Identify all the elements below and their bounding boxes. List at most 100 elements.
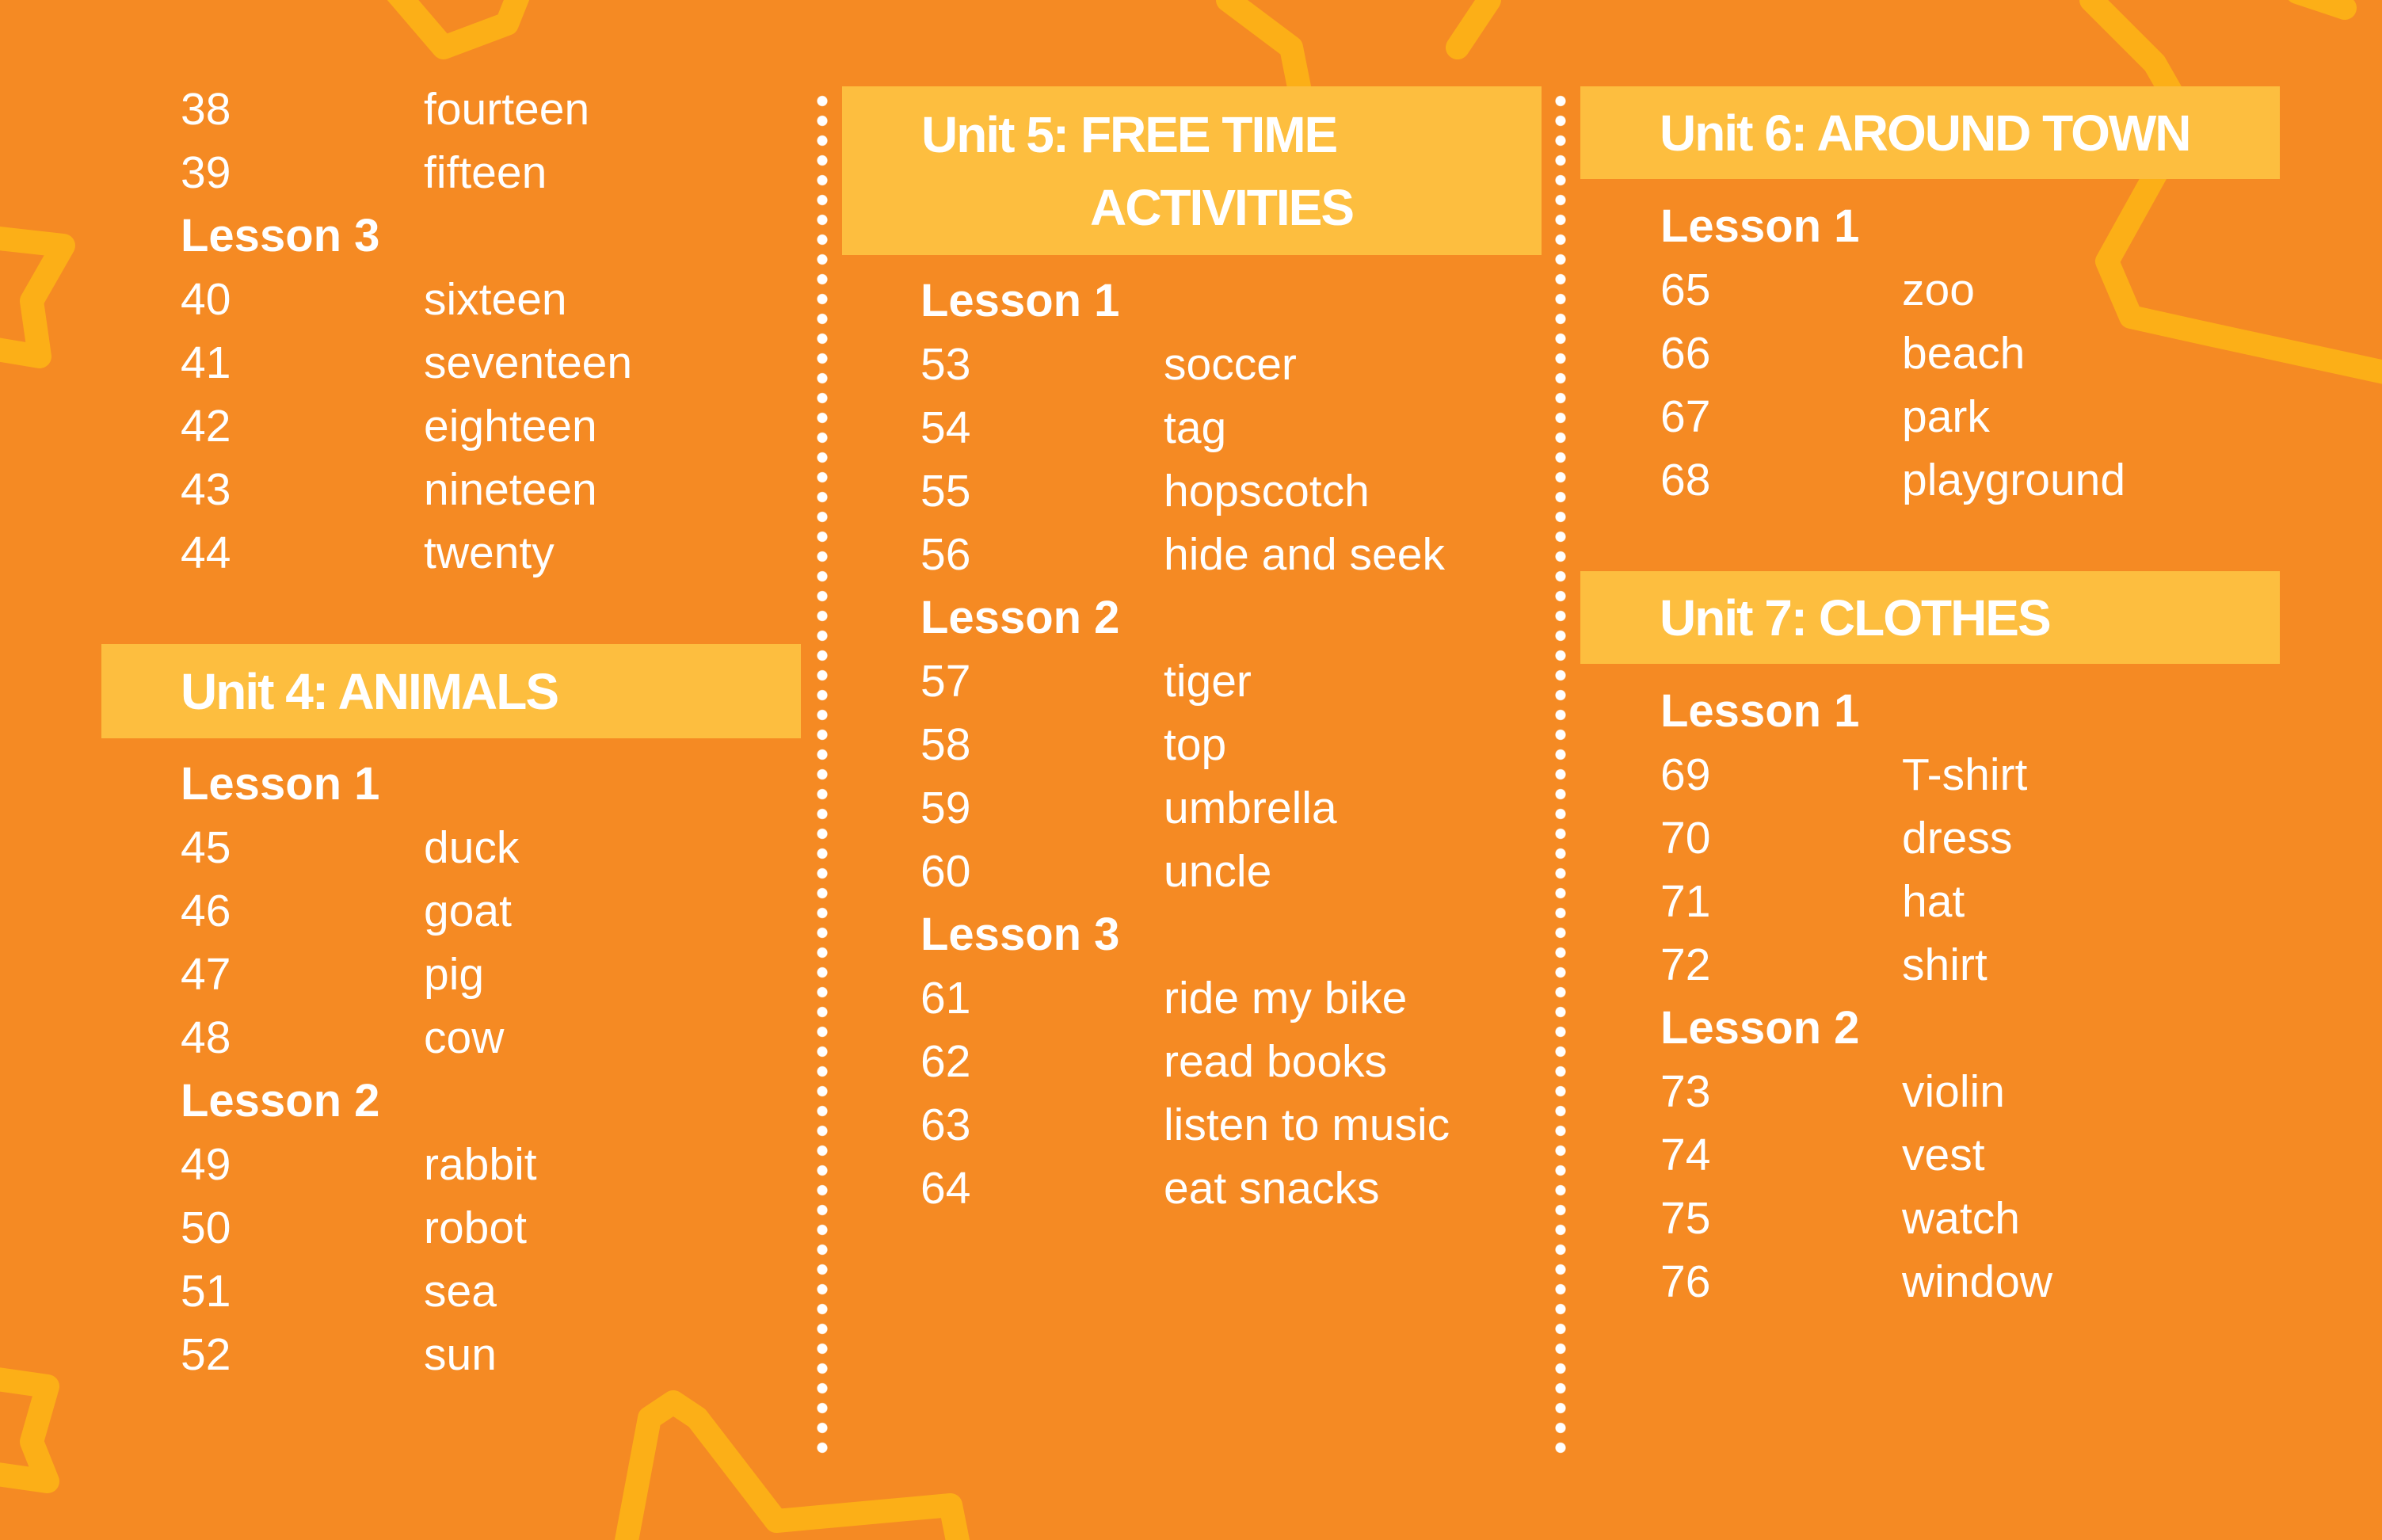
- item-word: window: [1902, 1256, 2053, 1307]
- vocab-row: 61 ride my bike: [842, 966, 1542, 1030]
- unit-title: Unit 4: ANIMALS: [181, 662, 559, 720]
- lesson-label: Lesson 1: [1660, 200, 1860, 252]
- vocab-row: 49 rabbit: [101, 1133, 801, 1196]
- lesson-label: Lesson 2: [920, 592, 1120, 643]
- star-icon: [387, 0, 530, 59]
- item-number: 56: [920, 529, 971, 580]
- vocab-row: 63 listen to music: [842, 1093, 1542, 1157]
- item-number: 43: [181, 464, 231, 515]
- vocab-row: 51 sea: [101, 1260, 801, 1323]
- vocab-row: 43 nineteen: [101, 458, 801, 521]
- vocab-row: 74 vest: [1580, 1123, 2280, 1187]
- item-word: rabbit: [424, 1139, 537, 1190]
- vocab-row: 38 fourteen: [101, 78, 801, 141]
- unit-6-header: Unit 6: AROUND TOWN: [1580, 86, 2280, 179]
- item-word: dress: [1902, 813, 2013, 863]
- item-word: violin: [1902, 1066, 2005, 1117]
- column-3: Unit 6: AROUND TOWN Lesson 1 65 zoo 66 beach…: [1580, 86, 2280, 1313]
- vocab-row: 67 park: [1580, 385, 2280, 448]
- lesson-label: Lesson 1: [920, 275, 1120, 326]
- unit-title: Unit 6: AROUND TOWN: [1660, 104, 2192, 162]
- item-word: twenty: [424, 528, 555, 578]
- item-word: sixteen: [424, 274, 567, 325]
- item-word: tag: [1164, 402, 1227, 453]
- item-word: ride my bike: [1164, 973, 1408, 1023]
- vocab-row: 54 tag: [842, 396, 1542, 459]
- vocab-row: 52 sun: [101, 1323, 801, 1386]
- item-number: 50: [181, 1203, 231, 1253]
- star-icon: [0, 227, 75, 368]
- item-word: robot: [424, 1203, 527, 1253]
- vocab-row: 44 twenty: [101, 521, 801, 585]
- item-number: 64: [920, 1163, 971, 1214]
- item-word: zoo: [1902, 265, 1975, 315]
- item-number: 51: [181, 1266, 231, 1317]
- item-word: nineteen: [424, 464, 597, 515]
- lesson-label: Lesson 2: [1660, 1002, 1860, 1054]
- item-word: goat: [424, 886, 512, 936]
- vocab-row: 41 seventeen: [101, 331, 801, 395]
- unit-title-line1: Unit 5: FREE TIME: [921, 105, 1338, 163]
- vocab-row: 60 uncle: [842, 840, 1542, 903]
- item-word: beach: [1902, 328, 2026, 379]
- item-number: 49: [181, 1139, 231, 1190]
- item-word: eighteen: [424, 401, 597, 452]
- item-number: 63: [920, 1100, 971, 1150]
- vocab-row: 53 soccer: [842, 333, 1542, 396]
- item-number: 70: [1660, 813, 1711, 863]
- item-number: 46: [181, 886, 231, 936]
- vocab-row: 40 sixteen: [101, 268, 801, 331]
- star-icon: [0, 1367, 59, 1493]
- lesson-heading: Lesson 1: [101, 753, 801, 816]
- dotted-divider: [1555, 91, 1566, 1454]
- vocab-row: 66 beach: [1580, 322, 2280, 385]
- item-word: fourteen: [424, 84, 590, 135]
- dotted-divider: [817, 91, 828, 1454]
- item-number: 62: [920, 1036, 971, 1087]
- lesson-heading: Lesson 3: [101, 204, 801, 268]
- vocab-row: 56 hide and seek: [842, 523, 1542, 586]
- item-number: 42: [181, 401, 231, 452]
- vocab-row: 59 umbrella: [842, 776, 1542, 840]
- item-number: 65: [1660, 265, 1711, 315]
- item-word: top: [1164, 719, 1227, 770]
- item-word: hat: [1902, 876, 1965, 927]
- vocab-row: 39 fifteen: [101, 141, 801, 204]
- lesson-heading: Lesson 2: [1580, 997, 2280, 1060]
- unit-7-header: Unit 7: CLOTHES: [1580, 571, 2280, 664]
- vocab-row: 57 tiger: [842, 650, 1542, 713]
- item-word: umbrella: [1164, 783, 1337, 833]
- item-number: 52: [181, 1329, 231, 1380]
- item-word: sea: [424, 1266, 497, 1317]
- item-number: 76: [1660, 1256, 1711, 1307]
- item-word: vest: [1902, 1130, 1985, 1180]
- star-icon: [2288, 0, 2357, 20]
- item-word: soccer: [1164, 339, 1297, 390]
- lesson-heading: Lesson 2: [101, 1069, 801, 1133]
- item-number: 74: [1660, 1130, 1711, 1180]
- unit-4-header: Unit 4: ANIMALS: [101, 644, 801, 738]
- vocab-row: 62 read books: [842, 1030, 1542, 1093]
- item-number: 44: [181, 528, 231, 578]
- item-number: 58: [920, 719, 971, 770]
- lesson-heading: Lesson 2: [842, 586, 1542, 650]
- column-1: 38 fourteen 39 fifteen Lesson 3 40 sixteen 41 se…: [101, 78, 801, 1386]
- item-word: hopscotch: [1164, 466, 1370, 517]
- item-word: sun: [424, 1329, 497, 1380]
- vocab-row: 58 top: [842, 713, 1542, 776]
- item-number: 45: [181, 822, 231, 873]
- star-icon: [1446, 0, 1501, 59]
- vocab-row: 75 watch: [1580, 1187, 2280, 1250]
- star-icon: [2079, 0, 2382, 384]
- item-word: fifteen: [424, 147, 547, 198]
- vocab-row: 47 pig: [101, 943, 801, 1006]
- vocab-row: 71 hat: [1580, 870, 2280, 933]
- item-number: 66: [1660, 328, 1711, 379]
- vocab-row: 45 duck: [101, 816, 801, 879]
- item-number: 71: [1660, 876, 1711, 927]
- item-number: 39: [181, 147, 231, 198]
- vocab-row: 76 window: [1580, 1250, 2280, 1313]
- item-word: T-shirt: [1902, 749, 2028, 800]
- vocab-row: 68 playground: [1580, 448, 2280, 512]
